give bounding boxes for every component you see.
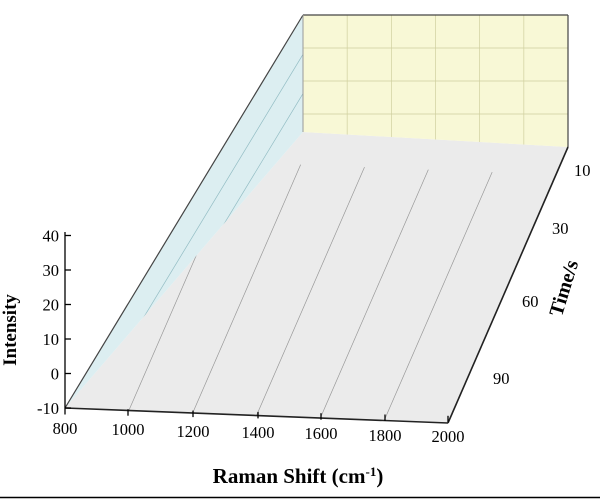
svg-text:30: 30	[43, 261, 60, 280]
svg-text:60: 60	[522, 292, 539, 311]
svg-text:20: 20	[43, 296, 60, 315]
svg-text:10: 10	[574, 161, 591, 180]
svg-text:0: 0	[51, 365, 59, 384]
svg-text:40: 40	[43, 227, 60, 246]
svg-text:2000: 2000	[432, 427, 465, 446]
svg-text:1400: 1400	[242, 423, 275, 442]
svg-text:30: 30	[552, 219, 569, 238]
svg-text:1200: 1200	[177, 422, 210, 441]
svg-text:1600: 1600	[305, 424, 338, 443]
svg-text:90: 90	[493, 369, 510, 388]
svg-text:Intensity: Intensity	[0, 294, 21, 366]
svg-text:10: 10	[43, 330, 60, 349]
svg-text:800: 800	[53, 419, 78, 438]
svg-text:Raman Shift (cm-1): Raman Shift (cm-1)	[213, 464, 384, 489]
svg-text:-10: -10	[37, 399, 59, 418]
svg-text:Time/s: Time/s	[545, 257, 583, 319]
svg-text:1800: 1800	[369, 426, 402, 445]
svg-text:1000: 1000	[112, 420, 145, 439]
